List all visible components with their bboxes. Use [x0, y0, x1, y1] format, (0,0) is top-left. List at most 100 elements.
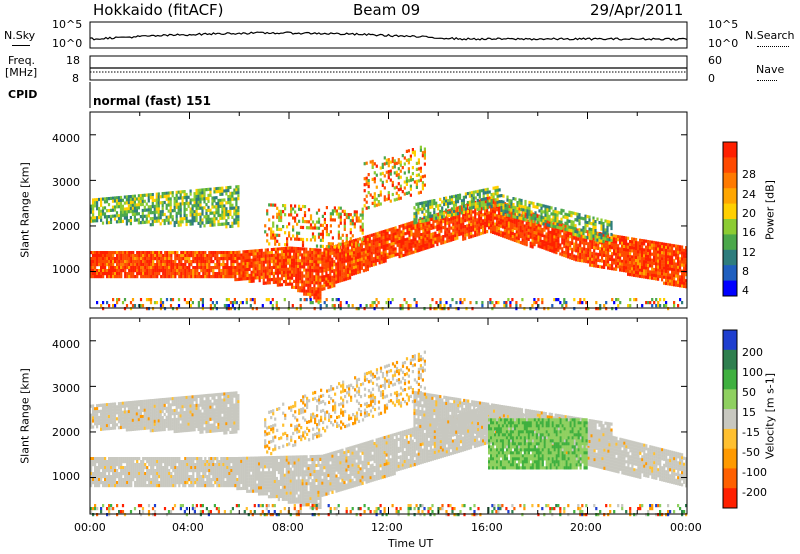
- power-data-cell: [653, 252, 656, 257]
- power-data-cell: [337, 245, 340, 249]
- power-data-cell: [177, 208, 180, 212]
- power-data-cell: [145, 202, 148, 206]
- power-data-cell: [667, 279, 670, 283]
- power-data-cell: [599, 307, 602, 311]
- power-data-cell: [590, 237, 593, 241]
- power-data-cell: [131, 209, 134, 213]
- power-data-cell: [207, 214, 210, 218]
- power-data-cell: [268, 281, 271, 285]
- power-data-cell: [208, 257, 211, 261]
- power-data-cell: [374, 238, 377, 242]
- power-data-cell: [527, 237, 530, 241]
- power-data-cell: [380, 236, 383, 240]
- power-data-cell: [92, 260, 95, 264]
- power-data-cell: [673, 250, 676, 254]
- power-data-cell: [108, 266, 111, 270]
- power-data-cell: [325, 262, 328, 266]
- power-data-cell: [148, 272, 151, 276]
- power-data-cell: [315, 281, 318, 285]
- power-data-cell: [272, 271, 275, 275]
- power-data-cell: [669, 252, 672, 256]
- power-data-cell: [601, 247, 604, 251]
- power-data-cell: [325, 268, 328, 272]
- power-data-cell: [178, 260, 181, 264]
- power-data-cell: [327, 285, 330, 290]
- power-data-cell: [388, 246, 391, 250]
- power-data-cell: [146, 254, 149, 258]
- power-data-cell: [446, 218, 449, 222]
- power-data-cell: [679, 266, 682, 270]
- power-data-cell: [116, 301, 119, 305]
- power-data-cell: [592, 222, 595, 226]
- power-data-cell: [581, 256, 584, 260]
- power-data-cell: [392, 242, 395, 246]
- power-data-cell: [235, 191, 238, 195]
- power-data-cell: [498, 200, 501, 204]
- power-data-cell: [199, 298, 202, 302]
- power-data-cell: [268, 275, 271, 279]
- power-data-cell: [227, 210, 230, 214]
- power-data-cell: [621, 238, 624, 242]
- power-data-cell: [421, 187, 424, 191]
- power-data-cell: [539, 236, 542, 240]
- power-data-cell: [234, 269, 237, 273]
- power-data-cell: [278, 271, 282, 275]
- power-data-cell: [645, 260, 648, 264]
- power-data-cell: [193, 219, 196, 223]
- power-data-cell: [208, 269, 211, 273]
- power-data-cell: [226, 260, 229, 264]
- power-data-cell: [249, 298, 252, 302]
- power-data-cell: [124, 257, 127, 261]
- power-data-cell: [418, 224, 421, 228]
- power-data-cell: [537, 238, 540, 242]
- power-data-cell: [397, 188, 400, 192]
- power-data-cell: [132, 263, 135, 267]
- power-data-cell: [116, 272, 119, 276]
- power-data-cell: [219, 222, 222, 226]
- power-data-cell: [280, 215, 283, 220]
- power-data-cell: [412, 232, 415, 236]
- power-data-cell: [466, 230, 469, 234]
- power-data-cell: [433, 307, 436, 311]
- power-data-cell: [343, 218, 346, 222]
- power-data-cell: [225, 213, 228, 217]
- power-data-cell: [511, 232, 514, 236]
- power-data-cell: [388, 255, 391, 259]
- power-data-cell: [488, 199, 491, 203]
- power-data-cell: [268, 263, 271, 267]
- power-data-cell: [505, 220, 508, 225]
- power-data-cell: [501, 216, 505, 220]
- power-data-cell: [187, 201, 190, 205]
- power-data-cell: [268, 257, 271, 261]
- power-data-cell: [463, 298, 466, 302]
- power-data-cell: [151, 199, 154, 203]
- power-data-cell: [655, 256, 658, 260]
- power-data-cell: [130, 272, 133, 276]
- power-data-cell: [391, 159, 394, 164]
- power-data-cell: [382, 230, 385, 234]
- power-data-cell: [317, 281, 320, 285]
- power-data-cell: [156, 263, 159, 267]
- power-data-cell: [566, 225, 569, 229]
- power-data-cell: [171, 307, 175, 311]
- power-data-cell: [216, 263, 219, 267]
- power-data-cell: [179, 217, 182, 221]
- power-data-cell: [596, 217, 599, 221]
- power-data-cell: [141, 211, 144, 216]
- power-data-cell: [452, 216, 455, 220]
- power-data-cell: [520, 201, 523, 206]
- power-data-cell: [577, 237, 580, 241]
- power-data-cell: [615, 267, 618, 271]
- power-data-cell: [100, 272, 103, 276]
- power-data-cell: [151, 211, 154, 215]
- power-data-cell: [507, 230, 510, 234]
- power-data-cell: [580, 228, 583, 232]
- power-data-cell: [496, 191, 499, 195]
- power-data-cell: [112, 263, 115, 267]
- power-data-cell: [159, 216, 162, 220]
- power-data-cell: [418, 221, 421, 225]
- power-data-cell: [106, 263, 109, 267]
- power-data-cell: [681, 272, 684, 276]
- power-data-cell: [186, 269, 189, 273]
- power-data-cell: [221, 213, 224, 217]
